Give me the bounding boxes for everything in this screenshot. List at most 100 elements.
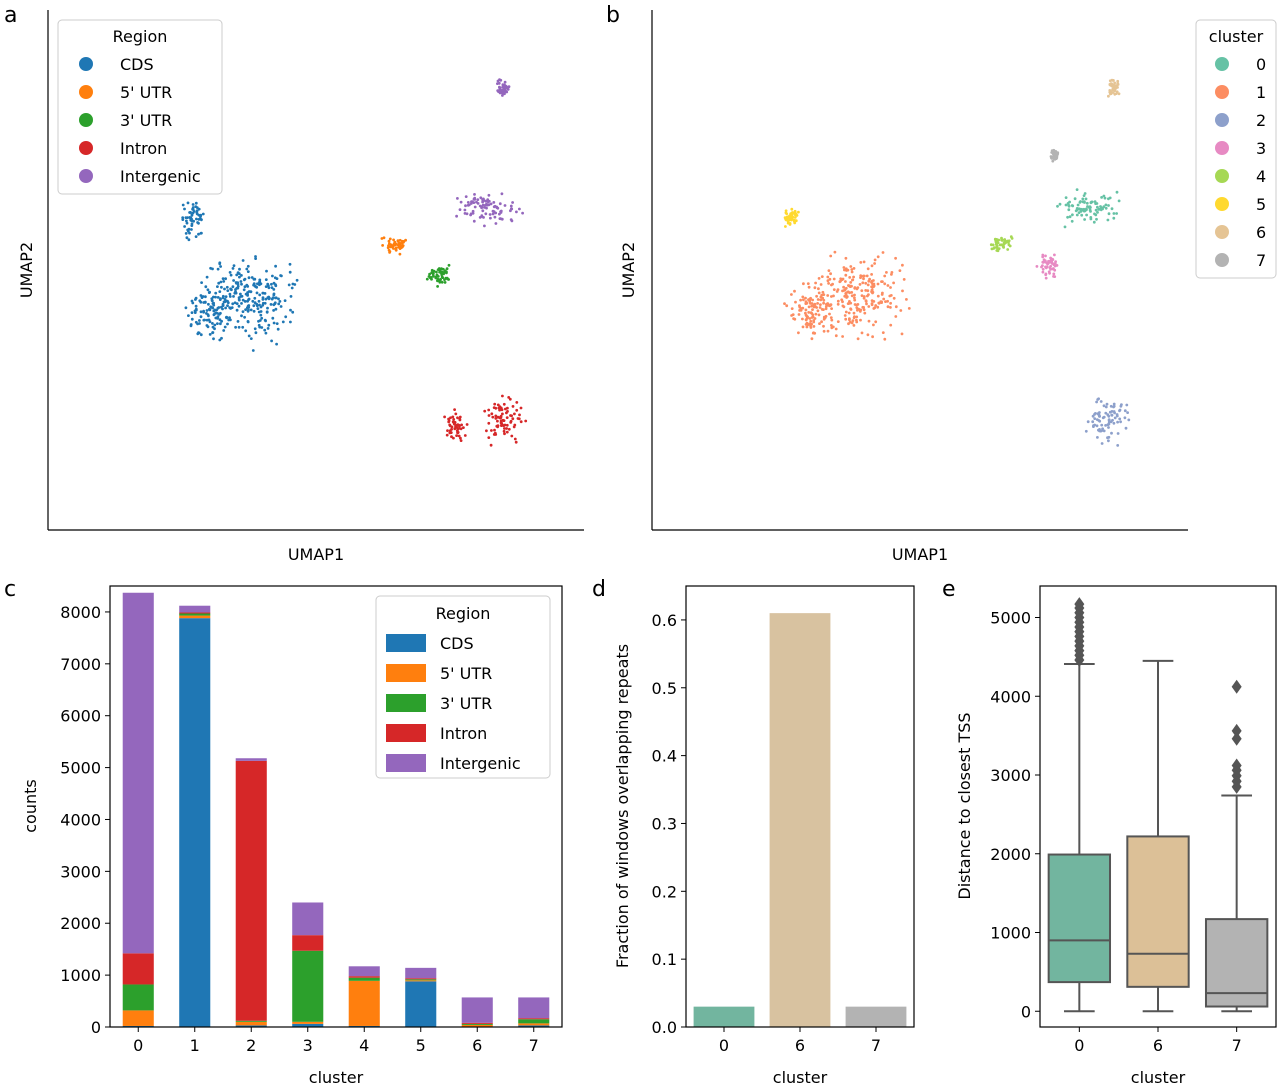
x-tick-label: 7	[1232, 1036, 1242, 1055]
scatter-point	[1077, 211, 1081, 215]
scatter-point	[269, 303, 273, 306]
y-tick-label: 8000	[60, 603, 101, 622]
scatter-point	[492, 406, 496, 409]
scatter-point	[265, 269, 268, 273]
scatter-point	[264, 331, 268, 335]
scatter-point	[455, 434, 458, 437]
scatter-point	[826, 279, 830, 283]
legend-box	[57, 19, 223, 195]
scatter-point	[186, 201, 190, 205]
scatter-point	[271, 274, 274, 278]
scatter-point	[267, 286, 271, 290]
x-tick-label: 6	[795, 1036, 805, 1055]
scatter-point	[229, 273, 233, 277]
scatter-point	[1097, 419, 1101, 422]
scatter-point	[879, 300, 883, 304]
scatter-point	[820, 308, 824, 311]
scatter-point	[836, 299, 840, 303]
scatter-point	[215, 308, 219, 312]
scatter-point	[219, 297, 222, 301]
scatter-point	[859, 274, 863, 277]
scatter-point	[223, 325, 227, 329]
scatter-point	[1056, 204, 1059, 208]
scatter-point	[404, 238, 407, 242]
scatter-point	[253, 277, 257, 281]
scatter-point	[466, 201, 470, 204]
scatter-point	[283, 299, 287, 302]
bar-segment	[292, 935, 324, 951]
box	[1047, 853, 1112, 984]
scatter-point	[996, 247, 999, 250]
scatter-point	[247, 334, 251, 338]
outlier-point	[1231, 679, 1242, 694]
scatter-point	[236, 282, 240, 286]
box-plot	[1126, 659, 1190, 1013]
scatter-point	[487, 193, 491, 197]
legend-label: 5	[1256, 195, 1266, 214]
box	[1126, 835, 1190, 988]
scatter-point	[193, 311, 197, 314]
scatter-point	[207, 302, 210, 306]
scatter-point	[1115, 190, 1119, 194]
scatter-point	[221, 277, 225, 280]
scatter-point	[907, 307, 911, 310]
scatter-point	[185, 219, 188, 223]
scatter-point	[507, 396, 511, 399]
scatter-point	[237, 325, 241, 329]
scatter-point	[1089, 216, 1093, 219]
scatter-point	[1055, 264, 1059, 267]
scatter-point	[866, 267, 870, 271]
legend-box	[375, 595, 551, 779]
scatter-point	[188, 231, 191, 235]
scatter-point	[217, 281, 221, 285]
scatter-series	[1107, 78, 1121, 98]
scatter-point	[476, 198, 480, 202]
scatter-point	[277, 302, 281, 306]
scatter-point	[853, 286, 857, 290]
y-tick-label: 0.4	[652, 747, 677, 766]
scatter-point	[873, 258, 877, 262]
scatter-point	[496, 206, 500, 210]
scatter-point	[861, 274, 865, 278]
scatter-point	[502, 402, 506, 406]
scatter-point	[485, 429, 488, 433]
scatter-point	[509, 218, 513, 222]
scatter-point	[866, 294, 869, 298]
scatter-point	[184, 216, 188, 220]
scatter-point	[467, 203, 471, 207]
outlier-point	[1074, 597, 1085, 612]
scatter-point	[499, 78, 503, 82]
scatter-point	[1051, 262, 1054, 265]
scatter-point	[853, 298, 857, 302]
bar-segment	[179, 613, 211, 616]
scatter-point	[1044, 254, 1047, 258]
scatter-point	[828, 277, 832, 281]
scatter-point	[827, 282, 830, 285]
scatter-point	[473, 205, 477, 209]
x-axis-label: cluster	[773, 1068, 828, 1087]
scatter-point	[243, 277, 247, 281]
scatter-point	[865, 274, 869, 278]
scatter-point	[494, 417, 498, 420]
scatter-point	[392, 247, 395, 250]
scatter-point	[1116, 420, 1119, 424]
scatter-point	[989, 243, 993, 247]
scatter-point	[807, 305, 811, 309]
scatter-point	[1071, 213, 1074, 217]
plot-frame	[109, 585, 563, 1028]
scatter-point	[228, 295, 232, 298]
scatter-point	[212, 301, 216, 305]
scatter-point	[500, 192, 504, 196]
box-plot	[1047, 597, 1112, 1013]
scatter-point	[452, 436, 455, 440]
scatter-point	[1113, 89, 1117, 92]
scatter-point	[1112, 421, 1116, 425]
scatter-point	[1001, 245, 1005, 248]
scatter-point	[831, 282, 834, 286]
scatter-point	[786, 220, 790, 223]
scatter-point	[239, 292, 242, 296]
scatter-point	[211, 331, 215, 334]
scatter-point	[791, 313, 795, 316]
scatter-point	[817, 291, 821, 295]
scatter-point	[504, 407, 507, 411]
